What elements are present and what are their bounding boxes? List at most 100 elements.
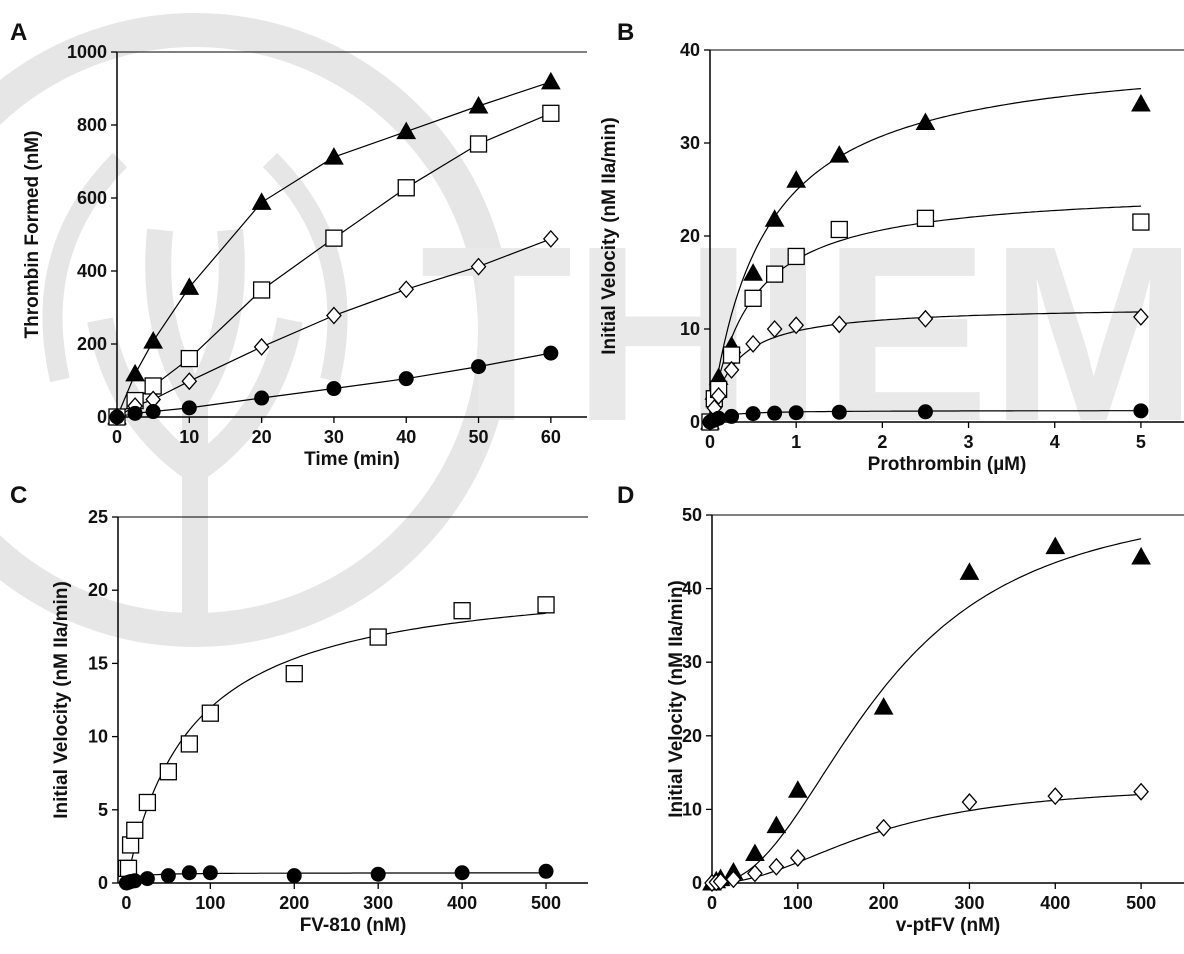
panel-a-series-1-point — [542, 104, 560, 122]
panel-b-letter: B — [617, 19, 634, 46]
panel-d-series-1-line — [712, 793, 1142, 884]
panel-c-y-axis-label: Initial Velocity (nM IIa/min) — [51, 581, 72, 819]
chart-panel-c: C 0 100 200 300 400 500 0 5 10 15 20 25 FV-810 (nM) In… — [10, 482, 588, 936]
panel-c-series-0-point — [537, 596, 555, 614]
panel-d-series-0-point — [787, 780, 808, 798]
panel-a-series-2-point — [470, 257, 487, 276]
panel-d-series-1-point — [875, 818, 892, 837]
panel-b-x-tick-label: 5 — [1136, 432, 1146, 452]
panel-c-series-0-point — [126, 821, 144, 839]
panel-a-series-3-point — [254, 390, 270, 406]
panel-b-y-tick-label: 0 — [690, 412, 700, 432]
panel-d-y-tick-label: 50 — [682, 505, 702, 525]
panel-a-letter: A — [10, 19, 27, 46]
panel-b-series-2-point — [831, 315, 848, 334]
panel-b-series-2-point — [1133, 307, 1149, 326]
panel-a-series-0-point — [396, 121, 417, 140]
panel-d-series-0-point — [1045, 536, 1066, 555]
panel-a-x-tick-label: 30 — [324, 427, 344, 447]
panel-a-series-3-point — [398, 371, 414, 387]
panel-a-series-0-point — [324, 147, 344, 165]
panel-c-series-0-point — [138, 793, 157, 812]
panel-b-series-2-point — [710, 386, 727, 405]
panel-a-series-2-point — [253, 337, 270, 356]
panel-a-x-tick-label: 60 — [541, 427, 561, 447]
panel-c-y-tick-label: 20 — [88, 580, 108, 600]
panel-a-series-3-point — [181, 400, 197, 416]
panel-a-series-3-point — [326, 381, 342, 397]
panel-a-series-2-point — [398, 280, 415, 299]
panel-a-series-3-point — [471, 359, 487, 375]
panel-a-series-3-point — [543, 345, 559, 361]
panel-b-x-tick-label: 4 — [1050, 432, 1060, 452]
panel-d-series-0-point — [1131, 546, 1151, 565]
panel-d-series-0-point — [959, 562, 980, 580]
panel-a-series-2-point — [181, 372, 198, 391]
panel-d-series-0-point — [766, 815, 787, 834]
panel-c-y-tick-label: 10 — [88, 727, 108, 747]
panel-c-series-0-point — [453, 602, 471, 620]
panel-b-y-tick-label: 30 — [680, 133, 700, 153]
panel-b-series-3-point — [788, 405, 804, 421]
panel-b-series-0-point — [764, 209, 785, 227]
panel-d-x-tick-label: 100 — [783, 893, 813, 913]
panel-d-y-tick-label: 0 — [692, 873, 702, 893]
panel-a-series-3-point — [145, 404, 161, 420]
panel-d-x-tick-label: 400 — [1040, 893, 1070, 913]
panel-a-x-tick-label: 40 — [396, 427, 416, 447]
panel-b-series-1-point — [916, 209, 935, 227]
panel-d-series-1-point — [747, 864, 763, 883]
panel-a-x-tick-label: 10 — [179, 427, 199, 447]
panel-a-series-2-point — [326, 306, 342, 325]
panel-b-series-1-point — [787, 247, 805, 266]
panel-a-series-1-point — [397, 179, 415, 197]
panel-b-series-3-point — [745, 406, 761, 422]
panel-c-y-tick-label: 5 — [98, 800, 108, 820]
chart-panel-b: B 0 1 2 3 4 5 0 10 20 30 40 Prothrombin (µM) Initial … — [599, 19, 1184, 475]
panel-c-series-0-point — [121, 836, 140, 854]
panel-d-series-1-point — [712, 872, 729, 891]
panel-a-series-3-point — [109, 409, 125, 425]
panel-d-x-tick-label: 500 — [1126, 893, 1156, 913]
panel-d-series-1-point — [725, 870, 742, 889]
panel-a-y-axis-label: Thrombin Formed (nM) — [22, 131, 43, 339]
panel-d-series-1-point — [1133, 782, 1149, 801]
panel-a-series-0-point — [125, 363, 145, 382]
panel-d-x-tick-label: 0 — [707, 893, 717, 913]
panel-d-series-1-point — [1047, 787, 1064, 806]
panel-b-x-axis-label: Prothrombin (µM) — [868, 454, 1027, 475]
panel-a-y-tick-label: 200 — [77, 334, 107, 354]
panel-b-y-axis-label: Initial Velocity (nM IIa/min) — [599, 117, 620, 355]
panel-c-series-0-point — [369, 628, 387, 646]
panel-b-series-1-point — [744, 289, 762, 307]
panel-b-y-tick-label: 20 — [680, 226, 700, 246]
panel-d-y-axis-label: Initial Velocity (nM IIa/min) — [666, 580, 687, 818]
panel-c-series-1-point — [139, 871, 155, 887]
panel-d-series-0-line — [711, 538, 1142, 884]
panel-b-series-1-point — [722, 346, 741, 364]
panel-b-series-3-point — [831, 404, 847, 420]
panel-b-y-tick-label: 10 — [680, 319, 700, 339]
panel-a-series-2-point — [542, 229, 559, 248]
panel-b-series-2-point — [917, 309, 934, 328]
panel-c-series-1-point — [181, 865, 197, 881]
panel-c-series-1-point — [538, 863, 554, 879]
panel-c-series-0-point — [180, 735, 198, 753]
panel-c-series-1-point — [286, 868, 302, 884]
panel-b-series-2-point — [766, 320, 783, 338]
panel-b-x-tick-label: 0 — [705, 432, 715, 452]
panel-c-y-tick-label: 15 — [88, 653, 108, 673]
panel-d-y-tick-label: 10 — [682, 799, 702, 819]
panel-d-x-tick-label: 300 — [954, 893, 984, 913]
panel-b-series-1-point — [765, 265, 784, 283]
panel-c-series-1-point — [454, 865, 470, 881]
panel-c-series-0-line — [125, 612, 547, 884]
panel-a-x-tick-label: 0 — [112, 427, 122, 447]
panel-d-series-1-point — [961, 793, 978, 812]
panel-b-series-3-point — [1133, 403, 1149, 419]
panel-b-series-3-point — [767, 405, 783, 421]
panel-d-y-tick-label: 30 — [682, 652, 702, 672]
panel-a-series-0-point — [179, 277, 200, 295]
